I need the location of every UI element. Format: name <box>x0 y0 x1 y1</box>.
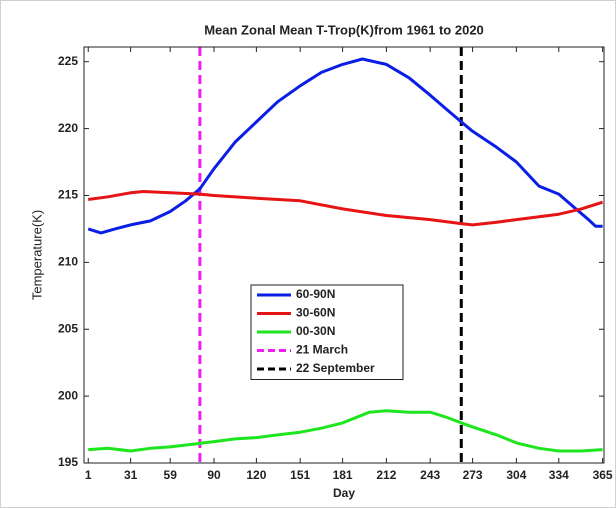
x-axis-label: Day <box>333 486 355 500</box>
y-tick-label: 195 <box>58 455 78 469</box>
y-tick-label: 215 <box>58 188 78 202</box>
x-tick-label: 120 <box>246 468 266 482</box>
y-tick-label: 225 <box>58 54 78 68</box>
plot-frame <box>83 46 605 464</box>
chart-title: Mean Zonal Mean T-Trop(K)from 1961 to 20… <box>204 22 484 37</box>
y-tick-label: 210 <box>58 255 78 269</box>
x-tick-label: 90 <box>207 468 221 482</box>
y-axis-label: Temperature(K) <box>29 210 44 300</box>
legend-label: 00-30N <box>296 324 335 338</box>
legend-label: 60-90N <box>296 287 335 301</box>
series-line <box>88 409 603 453</box>
series-line <box>87 57 603 235</box>
x-tick-label: 273 <box>463 468 483 482</box>
legend-label: 22 September <box>296 361 375 375</box>
x-tick-label: 243 <box>420 468 440 482</box>
x-tick-label: 334 <box>549 468 569 482</box>
legend-label: 21 March <box>296 343 348 357</box>
x-tick-label: 365 <box>593 468 613 482</box>
x-tick-label: 212 <box>376 468 396 482</box>
legend-label: 30-60N <box>296 306 335 320</box>
x-tick-label: 304 <box>506 468 526 482</box>
y-tick-label: 200 <box>58 388 78 402</box>
x-tick-label: 59 <box>164 468 178 482</box>
series-line <box>87 190 604 227</box>
y-tick-label: 220 <box>58 121 78 135</box>
x-tick-label: 181 <box>333 468 353 482</box>
plot-area <box>84 47 604 463</box>
x-tick-label: 1 <box>85 468 92 482</box>
y-tick-label: 205 <box>58 321 78 335</box>
x-tick-label: 31 <box>124 468 138 482</box>
x-tick-label: 151 <box>290 468 310 482</box>
